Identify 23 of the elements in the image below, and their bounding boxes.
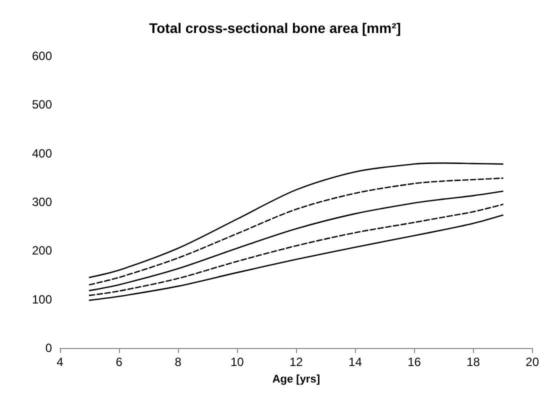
line-series — [88, 178, 504, 286]
x-tick-label: 10 — [230, 355, 244, 369]
y-tick-label: 0 — [45, 341, 52, 355]
x-tick-label: 8 — [174, 355, 182, 369]
line-series — [88, 190, 504, 292]
y-tick-label: 200 — [32, 244, 52, 258]
x-tick-label: 4 — [56, 355, 64, 369]
y-tick-label: 600 — [32, 49, 52, 63]
x-tick-label: 14 — [348, 355, 362, 369]
line-series — [88, 162, 504, 278]
x-tick-label: 16 — [408, 355, 422, 369]
x-tick-label: 20 — [526, 355, 540, 369]
line-series — [88, 214, 504, 301]
x-tick-label: 12 — [289, 355, 304, 369]
y-tick-label: 400 — [32, 146, 52, 160]
x-axis-title: Age [yrs] — [272, 374, 320, 386]
chart-title: Total cross-sectional bone area [mm²] — [149, 20, 401, 36]
y-tick-label: 500 — [32, 98, 52, 112]
y-tick-label: 100 — [32, 292, 52, 306]
x-tick-label: 18 — [466, 355, 480, 369]
y-tick-label: 300 — [32, 195, 52, 209]
x-tick-label: 6 — [116, 355, 123, 369]
line-series — [88, 204, 504, 296]
